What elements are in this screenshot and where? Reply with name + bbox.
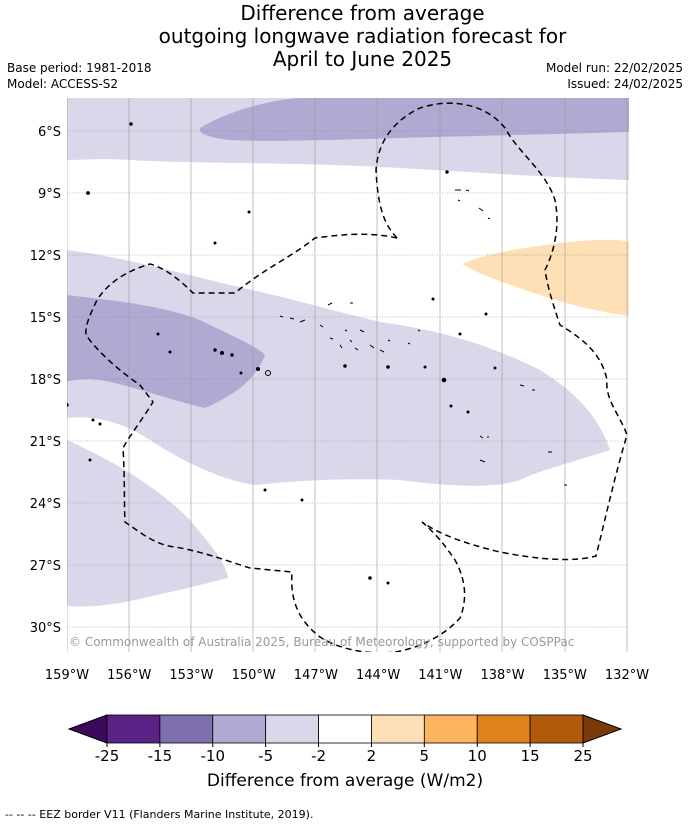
colorbar-tick-label: 15 xyxy=(521,747,540,765)
anomaly-north-medium xyxy=(199,98,629,141)
colorbar-bin xyxy=(529,714,584,744)
lat-label: 12°S xyxy=(30,249,61,264)
lat-label: 15°S xyxy=(30,311,61,326)
colorbar-under-arrow xyxy=(67,714,108,744)
meta-right: Model run: 22/02/2025 Issued: 24/02/2025 xyxy=(546,60,683,92)
colorbar-tick-label: 10 xyxy=(468,747,487,765)
lat-label: 24°S xyxy=(30,497,61,512)
lon-label: 141°W xyxy=(418,668,462,683)
map-area xyxy=(67,98,629,652)
copyright-notice: © Commonwealth of Australia 2025, Bureau… xyxy=(69,635,574,649)
colorbar-tick-label: 5 xyxy=(420,747,430,765)
anomaly-east-positive xyxy=(462,239,629,316)
colorbar-bin xyxy=(423,714,478,744)
colorbar-bin xyxy=(476,714,531,744)
colorbar-bin xyxy=(159,714,214,744)
lon-label: 153°W xyxy=(169,668,213,683)
anomaly-central-medium xyxy=(67,295,265,408)
model-run: Model run: 22/02/2025 xyxy=(545,61,683,75)
longitude-labels: 159°W 156°W 153°W 150°W 147°W 144°W 141°W 138°W… xyxy=(45,668,649,683)
title-line-2: outgoing longwave radiation forecast for xyxy=(158,24,567,48)
lat-label: 18°S xyxy=(30,373,61,388)
lon-label: 147°W xyxy=(294,668,338,683)
lat-label: 21°S xyxy=(30,435,61,450)
lat-label: 9°S xyxy=(38,187,61,202)
eez-legend: -- -- -- EEZ border V11 (Flanders Marine… xyxy=(5,808,314,821)
colorbar-bin xyxy=(318,714,372,744)
colorbar-bin xyxy=(371,714,425,744)
title-line-1: Difference from average xyxy=(240,1,485,25)
colorbar-tick-label: 25 xyxy=(573,747,592,765)
lon-label: 135°W xyxy=(543,668,587,683)
colorbar-over-arrow xyxy=(582,714,623,744)
colorbar-tick-label: -25 xyxy=(95,747,120,765)
model-name: Model: ACCESS-S2 xyxy=(7,77,119,91)
lon-label: 159°W xyxy=(45,668,89,683)
title-line-3: April to June 2025 xyxy=(272,47,453,71)
colorbar-tick-label: -10 xyxy=(201,747,226,765)
colorbar-bin xyxy=(265,714,319,744)
meta-left: Base period: 1981-2018 Model: ACCESS-S2 xyxy=(7,60,152,92)
latitude-labels: 6°S 9°S 12°S 15°S 18°S 21°S 24°S 27°S 30°S xyxy=(30,125,61,636)
lon-label: 150°W xyxy=(232,668,276,683)
colorbar: -25 -15 -10 -5 -2 2 5 10 15 25 xyxy=(67,714,623,765)
colorbar-tick-label: -15 xyxy=(148,747,173,765)
lat-label: 27°S xyxy=(30,559,61,574)
base-period: Base period: 1981-2018 xyxy=(7,61,152,75)
chart-title: Difference from average outgoing longwav… xyxy=(0,2,690,71)
colorbar-tick-label: 2 xyxy=(367,747,377,765)
colorbar-tick-label: -2 xyxy=(311,747,326,765)
anomaly-central-light xyxy=(67,250,610,486)
lon-label: 144°W xyxy=(356,668,400,683)
eez-border xyxy=(85,102,628,652)
islands xyxy=(67,122,567,585)
lat-label: 30°S xyxy=(30,621,61,636)
colorbar-bin xyxy=(212,714,267,744)
colorbar-title: Difference from average (W/m2) xyxy=(206,771,484,791)
map-gridlines xyxy=(67,130,629,628)
colorbar-bin xyxy=(106,714,161,744)
colorbar-tick-label: -5 xyxy=(258,747,273,765)
lon-label: 138°W xyxy=(480,668,524,683)
lon-label: 156°W xyxy=(107,668,151,683)
lat-label: 6°S xyxy=(38,125,61,140)
issued-date: Issued: 24/02/2025 xyxy=(567,77,683,91)
lon-label: 132°W xyxy=(605,668,649,683)
